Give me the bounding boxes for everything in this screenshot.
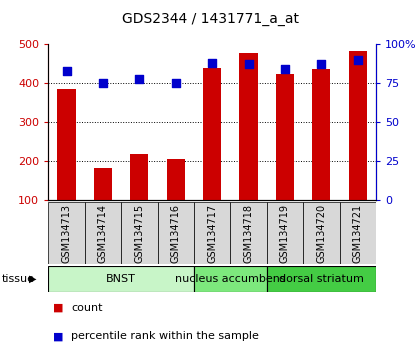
Bar — [94, 168, 112, 200]
Bar — [276, 74, 294, 200]
Text: GSM134713: GSM134713 — [61, 204, 71, 263]
Point — [354, 57, 361, 63]
Bar — [349, 51, 367, 200]
Bar — [203, 68, 221, 200]
Text: count: count — [71, 303, 103, 313]
Point — [136, 76, 143, 81]
Text: GDS2344 / 1431771_a_at: GDS2344 / 1431771_a_at — [121, 12, 299, 27]
Text: GSM134719: GSM134719 — [280, 204, 290, 263]
Bar — [48, 266, 194, 292]
Bar — [48, 202, 85, 264]
Point — [63, 68, 70, 74]
Bar — [230, 202, 267, 264]
Text: tissue: tissue — [2, 274, 35, 284]
Text: GSM134717: GSM134717 — [207, 204, 217, 263]
Bar — [121, 202, 158, 264]
Bar — [303, 202, 339, 264]
Text: GSM134716: GSM134716 — [171, 204, 181, 263]
Text: ■: ■ — [52, 331, 63, 341]
Bar — [130, 154, 148, 200]
Text: BNST: BNST — [106, 274, 136, 284]
Text: ■: ■ — [52, 303, 63, 313]
Point — [100, 80, 106, 86]
Point — [209, 60, 215, 66]
Bar — [339, 202, 376, 264]
Text: GSM134720: GSM134720 — [316, 204, 326, 263]
Text: GSM134714: GSM134714 — [98, 204, 108, 263]
Bar — [239, 53, 257, 200]
Text: GSM134715: GSM134715 — [134, 204, 144, 263]
Bar — [158, 202, 194, 264]
Text: GSM134721: GSM134721 — [353, 204, 363, 263]
Bar — [267, 202, 303, 264]
Bar — [194, 202, 230, 264]
Bar — [58, 89, 76, 200]
Text: ▶: ▶ — [29, 274, 36, 284]
Bar — [167, 159, 185, 200]
Point — [281, 66, 288, 72]
Text: nucleus accumbens: nucleus accumbens — [175, 274, 286, 284]
Bar — [267, 266, 376, 292]
Bar — [85, 202, 121, 264]
Bar — [312, 69, 331, 200]
Text: dorsal striatum: dorsal striatum — [279, 274, 364, 284]
Bar — [194, 266, 267, 292]
Text: percentile rank within the sample: percentile rank within the sample — [71, 331, 259, 341]
Point — [172, 80, 179, 86]
Point — [245, 62, 252, 67]
Point — [318, 62, 325, 67]
Text: GSM134718: GSM134718 — [244, 204, 254, 263]
